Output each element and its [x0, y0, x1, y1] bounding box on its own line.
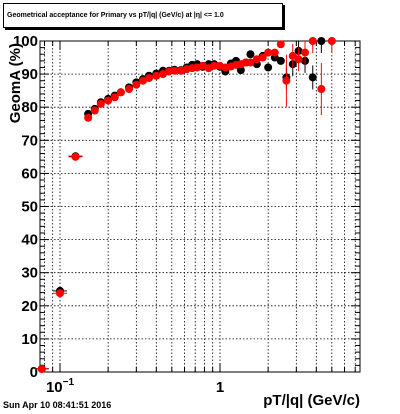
- data-point: [246, 50, 255, 59]
- data-point: [152, 71, 161, 80]
- y-axis-title: GeomA (%): [7, 43, 24, 123]
- x-tick-label: 1: [216, 379, 224, 396]
- data-point: [125, 84, 134, 93]
- data-point: [308, 73, 317, 82]
- data-point: [210, 61, 219, 70]
- plot-frame: [39, 40, 361, 373]
- data-point: [236, 66, 245, 75]
- data-point: [90, 106, 99, 115]
- data-point: [294, 55, 303, 64]
- y-tick-label: 90: [21, 66, 38, 83]
- timestamp: Sun Apr 10 08:41:51 2016: [3, 400, 112, 410]
- chart-title: Geometrical acceptance for Primary vs pT…: [3, 3, 283, 28]
- data-point: [116, 88, 125, 97]
- y-tick-label: 60: [21, 165, 38, 182]
- data-point: [270, 48, 279, 57]
- series-black: [34, 37, 326, 373]
- data-point: [288, 51, 297, 60]
- y-tick-label: 80: [21, 99, 38, 116]
- data-point: [264, 63, 273, 72]
- data-point: [104, 96, 113, 105]
- data-point: [258, 53, 267, 62]
- data-point: [246, 58, 255, 67]
- data-point: [84, 113, 93, 122]
- y-tick-label: 100: [13, 33, 38, 50]
- data-point: [138, 76, 147, 85]
- data-point: [132, 80, 141, 89]
- grid: [40, 41, 360, 372]
- data-point: [317, 37, 326, 45]
- data-point: [264, 48, 273, 57]
- y-tick-label: 20: [21, 298, 38, 315]
- data-point: [170, 66, 179, 75]
- data-point: [37, 365, 46, 374]
- data-point: [327, 37, 336, 45]
- y-tick-label: 0: [30, 364, 38, 381]
- data-point: [71, 152, 80, 161]
- data-point: [158, 70, 167, 79]
- y-tick-label: 10: [21, 331, 38, 348]
- data-point: [96, 99, 105, 108]
- data-point: [110, 93, 119, 102]
- axis-ticks: [40, 40, 360, 373]
- series-red: [34, 37, 336, 374]
- y-tick-label: 50: [21, 199, 38, 216]
- x-axis-title: pT/|q| (GeV/c): [263, 392, 360, 409]
- y-tick-label: 30: [21, 265, 38, 282]
- data-point: [144, 74, 153, 83]
- y-tick-labels: 0 10 20 30 40 50 60 70 80 90 100: [13, 33, 38, 381]
- data-point: [55, 289, 64, 298]
- data-point: [276, 56, 285, 65]
- data-point: [308, 37, 317, 45]
- x-tick-label: 10−1: [46, 377, 75, 396]
- y-tick-label: 70: [21, 132, 38, 149]
- data-point: [282, 76, 291, 85]
- data-point: [301, 48, 310, 57]
- y-tick-label: 40: [21, 232, 38, 249]
- x-tick-labels: 10−1 1: [46, 377, 224, 396]
- data-point: [317, 84, 326, 93]
- data-point: [276, 40, 285, 49]
